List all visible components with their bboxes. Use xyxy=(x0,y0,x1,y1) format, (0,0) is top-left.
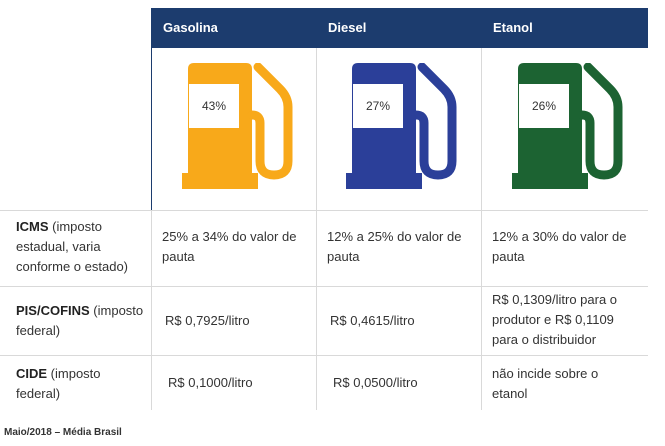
row-label-cide: CIDE (imposto federal) xyxy=(16,366,101,401)
cide-gasolina: R$ 0,1000/litro xyxy=(168,375,253,390)
header-gasolina: Gasolina xyxy=(151,8,316,48)
icms-diesel: 12% a 25% do valor de pauta xyxy=(327,229,462,264)
divider xyxy=(0,210,648,211)
icms-etanol: 12% a 30% do valor de pauta xyxy=(492,229,627,264)
footer-note: Maio/2018 – Média Brasil xyxy=(4,427,122,438)
row-label-icms: ICMS (imposto estadual, varia conforme o… xyxy=(16,219,129,274)
icms-gasolina: 25% a 34% do valor de pauta xyxy=(162,229,297,264)
percent-diesel: 27% xyxy=(353,84,403,128)
divider xyxy=(481,48,482,410)
row-label-pis-cofins: PIS/COFINS (imposto federal) xyxy=(16,303,144,338)
divider xyxy=(0,286,648,287)
cide-etanol: não incide sobre o etanol xyxy=(492,366,599,401)
divider xyxy=(151,210,152,410)
header-diesel: Diesel xyxy=(316,8,481,48)
cide-diesel: R$ 0,0500/litro xyxy=(333,375,418,390)
pis-gasolina: R$ 0,7925/litro xyxy=(165,313,250,328)
divider xyxy=(0,355,648,356)
pis-etanol: R$ 0,1309/litro para o produtor e R$ 0,1… xyxy=(492,292,618,347)
percent-gasolina: 43% xyxy=(189,84,239,128)
divider xyxy=(316,48,317,410)
pis-diesel: R$ 0,4615/litro xyxy=(330,313,415,328)
divider xyxy=(151,48,152,210)
header-etanol: Etanol xyxy=(481,8,648,48)
percent-etanol: 26% xyxy=(519,84,569,128)
